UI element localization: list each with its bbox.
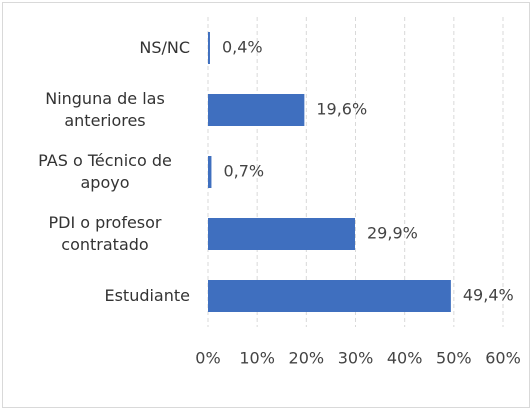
x-tick-label: 50% (436, 349, 472, 368)
value-label: 0,7% (223, 162, 264, 181)
x-tick-label: 0% (195, 349, 220, 368)
x-tick-label: 10% (239, 349, 275, 368)
y-tick-label: Ninguna de las anteriores (45, 89, 165, 130)
value-label: 0,4% (222, 38, 263, 57)
bar (208, 280, 451, 312)
value-label: 49,4% (463, 286, 514, 305)
value-label: 29,9% (367, 224, 418, 243)
x-tick-label: 40% (387, 349, 423, 368)
bar (208, 156, 212, 188)
y-tick-label: PAS o Técnico de apoyo (38, 151, 172, 192)
x-tick-label: 30% (338, 349, 374, 368)
y-tick-label: NS/NC (139, 38, 190, 57)
y-tick-label: Estudiante (104, 286, 190, 305)
x-tick-label: 20% (289, 349, 325, 368)
value-label: 19,6% (316, 100, 367, 119)
bar (208, 32, 210, 64)
x-tick-label: 60% (485, 349, 521, 368)
bar (208, 94, 305, 126)
y-tick-label: PDI o profesor contratado (48, 213, 162, 254)
bar (208, 218, 356, 250)
